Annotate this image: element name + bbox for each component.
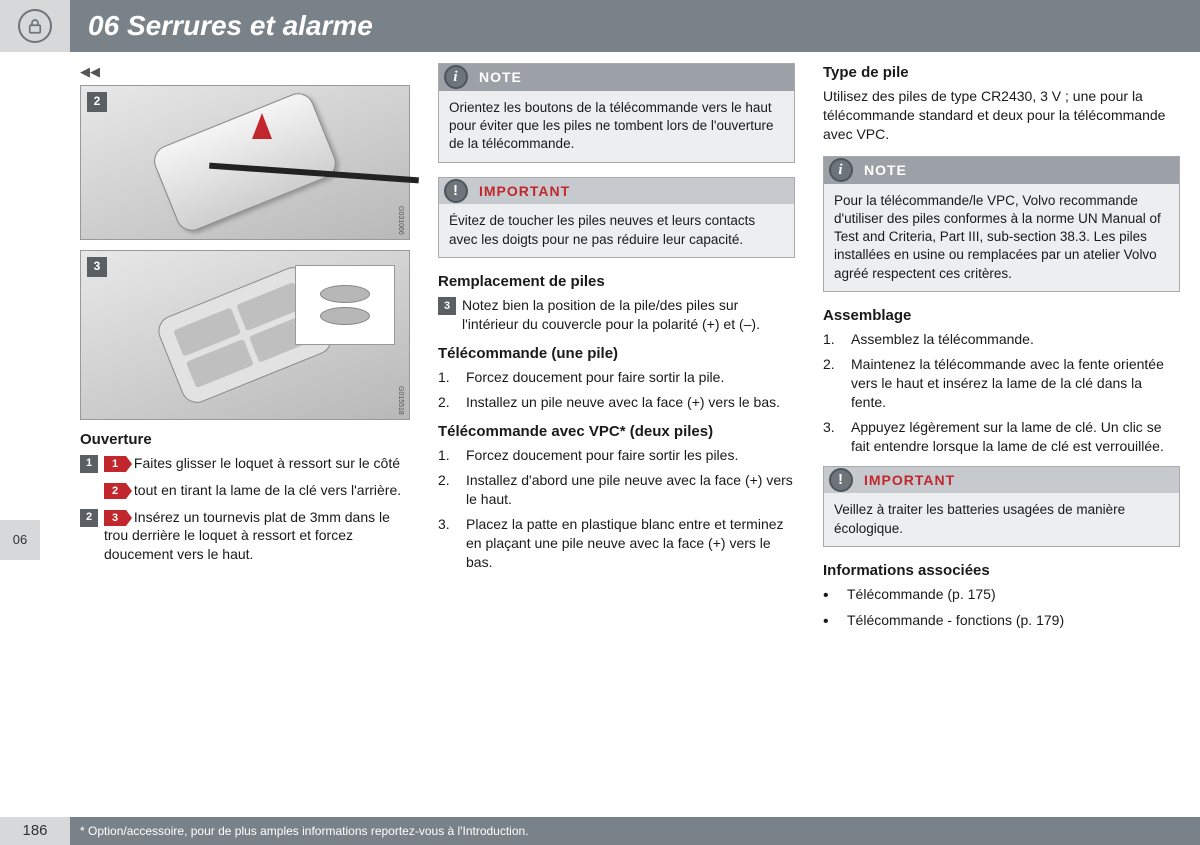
step-body: 1 Faites glisser le loquet à ressort sur…	[104, 454, 410, 500]
exclamation-icon: !	[829, 468, 853, 492]
list-item: Installez un pile neuve avec la face (+)…	[438, 393, 795, 412]
list-text: Maintenez la télécommande avec la fente …	[851, 355, 1180, 412]
list-text: Appuyez légèrement sur la lame de clé. U…	[851, 418, 1180, 456]
note-callout: i NOTE Orientez les boutons de la téléco…	[438, 63, 795, 163]
page-number: 186	[0, 817, 70, 845]
figure-number: 2	[87, 92, 107, 112]
list-item[interactable]: Télécommande (p. 175)	[823, 585, 1180, 607]
continued-from-previous-icon: ◀◀	[80, 63, 410, 81]
step-2: 2 3 Insérez un tournevis plat de 3mm dan…	[80, 508, 410, 565]
red-callout-marker: 1	[104, 456, 126, 472]
callout-header: ! IMPORTANT	[439, 178, 794, 205]
chapter-header: 06 Serrures et alarme	[0, 0, 1200, 52]
list-item[interactable]: Télécommande - fonctions (p. 179)	[823, 611, 1180, 633]
figure-3: 3 G015518	[80, 250, 410, 420]
list-item: Appuyez légèrement sur la lame de clé. U…	[823, 418, 1180, 456]
info-icon: i	[444, 65, 468, 89]
callout-header: i NOTE	[824, 157, 1179, 184]
list-text: Placez la patte en plastique blanc entre…	[466, 515, 795, 572]
step-text: Notez bien la position de la pile/des pi…	[462, 296, 795, 334]
figure-2: 2 G031066	[80, 85, 410, 240]
callout-header: i NOTE	[439, 64, 794, 91]
chapter-icon-box	[0, 0, 70, 52]
red-arrow-icon	[252, 113, 272, 139]
one-battery-steps: Forcez doucement pour faire sortir la pi…	[438, 368, 795, 412]
key-fob-illustration	[149, 88, 340, 235]
callout-title: IMPORTANT	[479, 183, 570, 199]
note-callout: i NOTE Pour la télécommande/le VPC, Volv…	[823, 156, 1180, 292]
heading-remplacement: Remplacement de piles	[438, 272, 795, 292]
type-pile-text: Utilisez des piles de type CR2430, 3 V ;…	[823, 87, 1180, 144]
list-text: Installez un pile neuve avec la face (+)…	[466, 393, 780, 412]
step-3: 3 Notez bien la position de la pile/des …	[438, 296, 795, 334]
chapter-number: 06	[88, 10, 119, 41]
list-text: Installez d'abord une pile neuve avec la…	[466, 471, 795, 509]
callout-body: Veillez à traiter les batteries usagées …	[824, 493, 1179, 545]
chapter-title: 06 Serrures et alarme	[88, 7, 373, 45]
heading-assemblage: Assemblage	[823, 306, 1180, 326]
figure-ref: G015518	[396, 386, 405, 415]
column-1: ◀◀ 2 G031066 3 G015518 Ouverture 1 1 Fai…	[80, 63, 410, 805]
list-item: Maintenez la télécommande avec la fente …	[823, 355, 1180, 412]
red-callout-marker: 3	[104, 510, 126, 526]
callout-body: Orientez les boutons de la télécommande …	[439, 91, 794, 162]
callout-body: Évitez de toucher les piles neuves et le…	[439, 204, 794, 256]
callout-title: NOTE	[479, 69, 522, 85]
footer-note: * Option/accessoire, pour de plus amples…	[80, 823, 529, 839]
list-item: Installez d'abord une pile neuve avec la…	[438, 471, 795, 509]
coin-cell-icon	[320, 307, 370, 325]
important-callout: ! IMPORTANT Veillez à traiter les batter…	[823, 466, 1180, 547]
heading-ouverture: Ouverture	[80, 430, 410, 450]
related-links: Télécommande (p. 175) Télécommande - fon…	[823, 585, 1180, 632]
link-text: Télécommande - fonctions (p. 179)	[847, 611, 1064, 633]
important-callout: ! IMPORTANT Évitez de toucher les piles …	[438, 177, 795, 258]
side-chapter-tab: 06	[0, 520, 40, 560]
red-callout-marker: 2	[104, 483, 126, 499]
heading-two-batteries: Télécommande avec VPC* (deux piles)	[438, 422, 795, 442]
column-3: Type de pile Utilisez des piles de type …	[823, 63, 1180, 805]
link-text: Télécommande (p. 175)	[847, 585, 996, 607]
column-2: i NOTE Orientez les boutons de la téléco…	[438, 63, 795, 805]
figure-ref: G031066	[396, 206, 405, 235]
coin-cell-icon	[320, 285, 370, 303]
heading-related: Informations associées	[823, 561, 1180, 581]
heading-one-battery: Télécommande (une pile)	[438, 344, 795, 364]
lock-icon	[18, 9, 52, 43]
callout-header: ! IMPORTANT	[824, 467, 1179, 494]
list-text: Assemblez la télécommande.	[851, 330, 1034, 349]
figure-number: 3	[87, 257, 107, 277]
assemblage-steps: Assemblez la télécommande. Maintenez la …	[823, 330, 1180, 455]
heading-type-pile: Type de pile	[823, 63, 1180, 83]
two-batteries-steps: Forcez doucement pour faire sortir les p…	[438, 446, 795, 571]
callout-body: Pour la télécommande/le VPC, Volvo recom…	[824, 184, 1179, 291]
step-text: Faites glisser le loquet à ressort sur l…	[134, 455, 400, 471]
callout-title: IMPORTANT	[864, 472, 955, 488]
list-text: Forcez doucement pour faire sortir la pi…	[466, 368, 724, 387]
list-text: Forcez doucement pour faire sortir les p…	[466, 446, 738, 465]
list-item: Forcez doucement pour faire sortir la pi…	[438, 368, 795, 387]
step-text: Insérez un tournevis plat de 3mm dans le…	[104, 509, 390, 563]
asterisk: *	[80, 824, 85, 838]
list-item: Assemblez la télécommande.	[823, 330, 1180, 349]
chapter-name: Serrures et alarme	[127, 10, 373, 41]
battery-inset-illustration	[295, 265, 395, 345]
callout-title: NOTE	[864, 162, 907, 178]
step-number-badge: 3	[438, 297, 456, 315]
info-icon: i	[829, 158, 853, 182]
list-item: Placez la patte en plastique blanc entre…	[438, 515, 795, 572]
step-body: 3 Insérez un tournevis plat de 3mm dans …	[104, 508, 410, 565]
page-content: ◀◀ 2 G031066 3 G015518 Ouverture 1 1 Fai…	[80, 63, 1180, 805]
step-text: tout en tirant la lame de la clé vers l'…	[134, 482, 401, 498]
step-1: 1 1 Faites glisser le loquet à ressort s…	[80, 454, 410, 500]
step-number-badge: 2	[80, 509, 98, 527]
exclamation-icon: !	[444, 179, 468, 203]
footer-text: Option/accessoire, pour de plus amples i…	[88, 824, 529, 838]
step-number-badge: 1	[80, 455, 98, 473]
list-item: Forcez doucement pour faire sortir les p…	[438, 446, 795, 465]
page-footer: 186 * Option/accessoire, pour de plus am…	[0, 817, 1200, 845]
